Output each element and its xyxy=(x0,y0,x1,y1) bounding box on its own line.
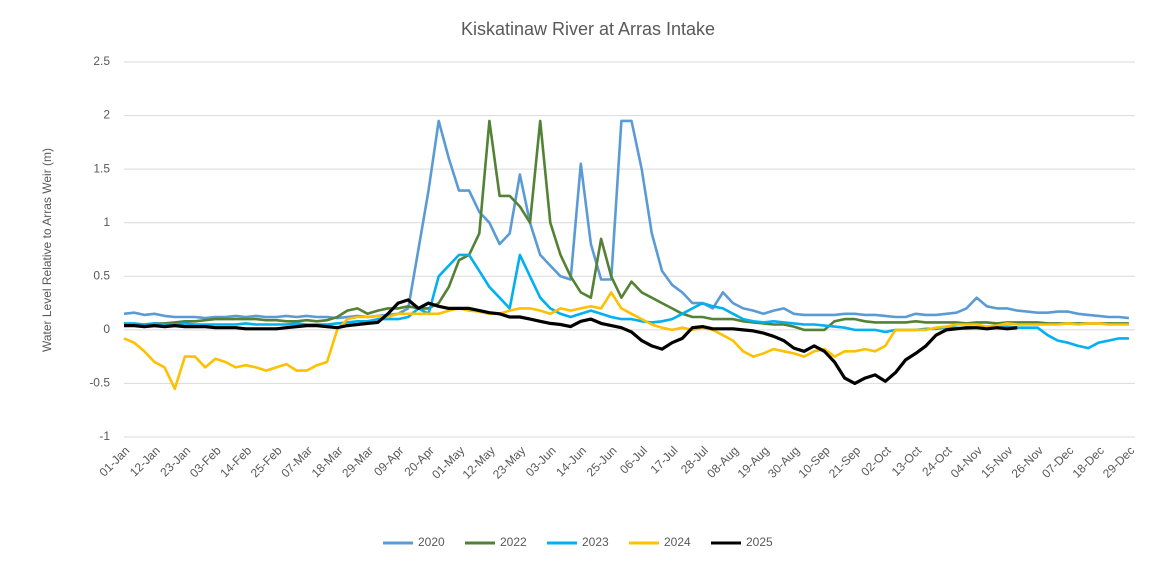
x-tick-label: 03-Feb xyxy=(187,443,224,480)
y-tick-label: 2.5 xyxy=(93,54,110,68)
chart-title: Kiskatinaw River at Arras Intake xyxy=(461,19,715,39)
series-line xyxy=(123,291,1129,391)
x-tick-label: 12-Jan xyxy=(127,443,163,479)
y-tick-label: 1.5 xyxy=(93,161,110,175)
x-tick-label: 18-Dec xyxy=(1070,443,1107,480)
x-tick-label: 29-Mar xyxy=(339,443,376,480)
x-tick-label: 29-Dec xyxy=(1100,443,1137,480)
legend-label: 2023 xyxy=(582,535,609,549)
legend-label: 2024 xyxy=(664,535,691,549)
x-tick-label: 18-Mar xyxy=(309,443,346,480)
x-tick-label: 08-Aug xyxy=(704,443,741,480)
x-tick-label: 15-Nov xyxy=(978,443,1015,480)
x-tick-label: 04-Nov xyxy=(948,443,985,480)
legend-label: 2022 xyxy=(500,535,527,549)
x-tick-label: 14-Feb xyxy=(217,443,254,480)
x-tick-label: 30-Aug xyxy=(765,443,802,480)
legend-label: 2020 xyxy=(418,535,445,549)
x-tick-label: 03-Jun xyxy=(523,443,559,479)
y-tick-label: -0.5 xyxy=(89,376,110,390)
x-tick-label: 25-Jun xyxy=(584,443,620,479)
x-tick-label: 02-Oct xyxy=(858,443,894,479)
x-tick-label: 19-Aug xyxy=(735,443,772,480)
x-tick-label: 12-May xyxy=(460,443,498,481)
x-tick-label: 13-Oct xyxy=(889,443,925,479)
x-tick-label: 07-Mar xyxy=(278,443,315,480)
y-tick-label: 1 xyxy=(103,215,110,229)
x-tick-label: 26-Nov xyxy=(1009,443,1046,480)
x-tick-label: 25-Feb xyxy=(248,443,285,480)
x-tick-label: 21-Sep xyxy=(826,443,863,480)
x-tick-label: 14-Jun xyxy=(553,443,589,479)
y-tick-label: 0.5 xyxy=(93,268,110,282)
x-tick-label: 10-Sep xyxy=(795,443,832,480)
x-tick-label: 07-Dec xyxy=(1039,443,1076,480)
y-tick-label: -1 xyxy=(99,429,110,443)
series-line xyxy=(123,119,1130,320)
series-line xyxy=(124,253,1129,350)
x-tick-label: 01-Jan xyxy=(97,443,133,479)
x-tick-label: 23-Jan xyxy=(157,443,193,479)
series-line xyxy=(124,119,1129,332)
x-tick-label: 17-Jul xyxy=(647,443,680,476)
x-tick-label: 06-Jul xyxy=(617,443,650,476)
legend-label: 2025 xyxy=(746,535,773,549)
y-tick-label: 0 xyxy=(103,322,110,336)
x-tick-label: 09-Apr xyxy=(371,443,406,478)
series-line xyxy=(124,298,1018,385)
x-tick-label: 01-May xyxy=(429,443,467,481)
y-tick-label: 2 xyxy=(103,108,110,122)
x-tick-label: 23-May xyxy=(490,443,528,481)
y-axis-label: Water Level Relative to Arras Weir (m) xyxy=(40,148,54,352)
